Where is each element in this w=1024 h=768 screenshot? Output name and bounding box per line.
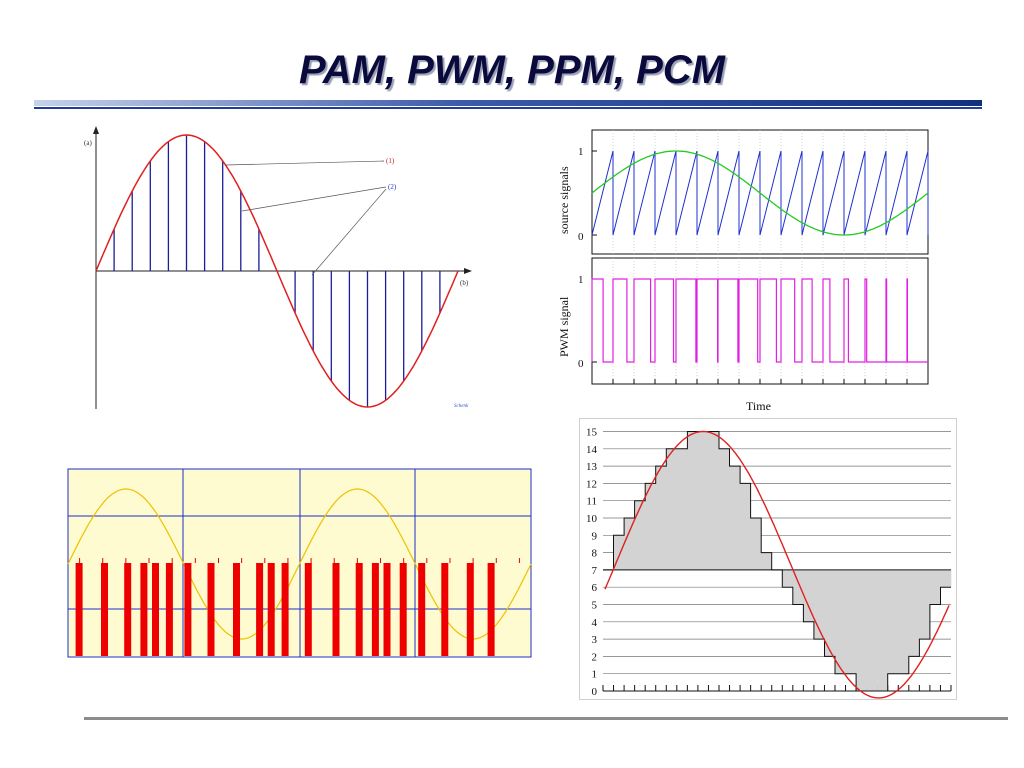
pcm-y-tick-label: 7 bbox=[592, 565, 598, 577]
ppm-pulse bbox=[152, 563, 159, 656]
pcm-area-slice bbox=[940, 569, 952, 588]
pcm-area-slice bbox=[877, 569, 888, 691]
pcm-area-slice bbox=[845, 569, 857, 674]
pam-y-axis-arrow bbox=[93, 126, 99, 134]
pcm-y-tick-label: 1 bbox=[592, 669, 598, 681]
pwm-chart: source signals PWM signal 1 0 1 0 Time bbox=[557, 129, 929, 413]
ppm-pulse bbox=[487, 563, 495, 656]
ppm-pulse bbox=[383, 563, 391, 656]
pcm-area-slice bbox=[887, 569, 899, 674]
ppm-pulse bbox=[371, 563, 379, 656]
pcm-area-slice bbox=[687, 431, 699, 570]
pcm-area-slice bbox=[782, 569, 794, 588]
pam-chart: (a) (b) (1) (2) Schenk bbox=[84, 126, 472, 409]
ppm-pulse bbox=[207, 563, 215, 656]
pcm-area-slice bbox=[835, 569, 846, 674]
pcm-y-tick-label: 4 bbox=[592, 617, 598, 629]
pam-callout-2-leader-b bbox=[311, 188, 387, 276]
ppm-pulse bbox=[267, 563, 275, 656]
pwm-ylabel-bottom: PWM signal bbox=[557, 296, 571, 357]
pcm-area-slice bbox=[697, 431, 709, 570]
ppm-pulse bbox=[124, 563, 132, 656]
pcm-y-tick-label: 6 bbox=[592, 582, 598, 594]
ppm-pulse bbox=[165, 563, 173, 656]
pwm-ytick-top-0: 0 bbox=[578, 231, 584, 243]
pcm-y-tick-label: 14 bbox=[586, 444, 598, 456]
pcm-area-slice bbox=[908, 569, 920, 657]
ppm-pulse bbox=[101, 563, 108, 656]
pcm-area-slice bbox=[856, 569, 867, 691]
pcm-area-slice bbox=[708, 431, 720, 570]
pam-callout-1: (1) bbox=[386, 157, 395, 165]
pcm-area-slice bbox=[729, 466, 741, 570]
pam-callout-2: (2) bbox=[388, 183, 397, 191]
pcm-area-slice bbox=[866, 569, 878, 691]
pcm-area-slice bbox=[634, 500, 646, 570]
ppm-pulse bbox=[332, 563, 340, 656]
pcm-area-slice bbox=[719, 448, 730, 570]
footer-rule bbox=[84, 717, 1008, 720]
pcm-y-tick-label: 0 bbox=[592, 686, 598, 698]
ppm-pulse bbox=[441, 563, 449, 656]
pcm-y-tick-label: 10 bbox=[586, 513, 598, 525]
ppm-pulse bbox=[281, 563, 289, 656]
pcm-y-tick-label: 9 bbox=[592, 530, 598, 542]
pcm-area-slice bbox=[740, 483, 751, 570]
pcm-area-slice bbox=[666, 448, 678, 570]
pcm-y-tick-label: 3 bbox=[592, 634, 598, 646]
pwm-ytick-top-1: 1 bbox=[578, 146, 584, 158]
ppm-pulse bbox=[399, 563, 407, 656]
pwm-pulse-series bbox=[591, 278, 928, 363]
pcm-y-tick-label: 11 bbox=[586, 496, 597, 508]
pam-label-b: (b) bbox=[460, 279, 469, 287]
pcm-area-slice bbox=[898, 569, 910, 674]
pcm-y-tick-label: 8 bbox=[592, 548, 598, 560]
pcm-area-slice bbox=[824, 569, 836, 657]
ppm-pulse bbox=[75, 563, 83, 656]
pcm-area-slice bbox=[750, 518, 762, 570]
pcm-y-tick-label: 12 bbox=[586, 478, 597, 490]
ppm-pulse bbox=[466, 563, 474, 656]
pam-callout-1-leader bbox=[225, 160, 385, 166]
pcm-area-slice bbox=[792, 569, 804, 605]
ppm-pulse bbox=[140, 563, 148, 656]
ppm-pulse bbox=[184, 563, 192, 656]
slide-title: PAM, PWM, PPM, PCM bbox=[299, 48, 725, 92]
ppm-chart bbox=[67, 468, 532, 658]
pcm-analog-curve bbox=[604, 430, 950, 699]
ppm-pulse bbox=[256, 563, 264, 656]
pwm-ytick-bottom-0: 0 bbox=[578, 358, 584, 370]
title-underline bbox=[34, 100, 982, 109]
pcm-area-slice bbox=[761, 552, 772, 570]
pcm-area-slice bbox=[929, 569, 941, 605]
ppm-modulating-wave bbox=[67, 488, 532, 640]
ppm-pulse bbox=[233, 563, 240, 656]
ppm-pulse bbox=[418, 563, 426, 656]
ppm-pulse bbox=[355, 563, 363, 656]
pwm-sine-series bbox=[591, 150, 929, 236]
pam-label-a: (a) bbox=[84, 139, 92, 147]
ppm-pulse bbox=[304, 563, 312, 656]
pcm-area-slice bbox=[919, 569, 931, 640]
pcm-area-slice bbox=[624, 518, 635, 570]
pcm-y-tick-label: 2 bbox=[592, 651, 598, 663]
pwm-ylabel-top: source signals bbox=[557, 166, 571, 234]
pcm-y-tick-label: 5 bbox=[592, 600, 598, 612]
pcm-area-slice bbox=[813, 569, 825, 640]
pcm-y-tick-label: 13 bbox=[586, 461, 598, 473]
pcm-y-tick-label: 15 bbox=[586, 427, 598, 439]
pam-x-axis-arrow bbox=[464, 268, 472, 274]
pam-sine-curve bbox=[95, 134, 459, 408]
pcm-area-slice bbox=[645, 483, 656, 570]
pcm-area-slice bbox=[655, 466, 667, 570]
pam-watermark: Schenk bbox=[454, 404, 469, 409]
pwm-ytick-bottom-1: 1 bbox=[578, 274, 584, 286]
pam-callout-2-leader-a bbox=[241, 186, 387, 212]
pcm-area-slice bbox=[803, 569, 815, 622]
pcm-area-slice bbox=[676, 448, 688, 570]
pwm-xlabel: Time bbox=[746, 399, 771, 413]
pcm-area-slice bbox=[613, 535, 625, 570]
